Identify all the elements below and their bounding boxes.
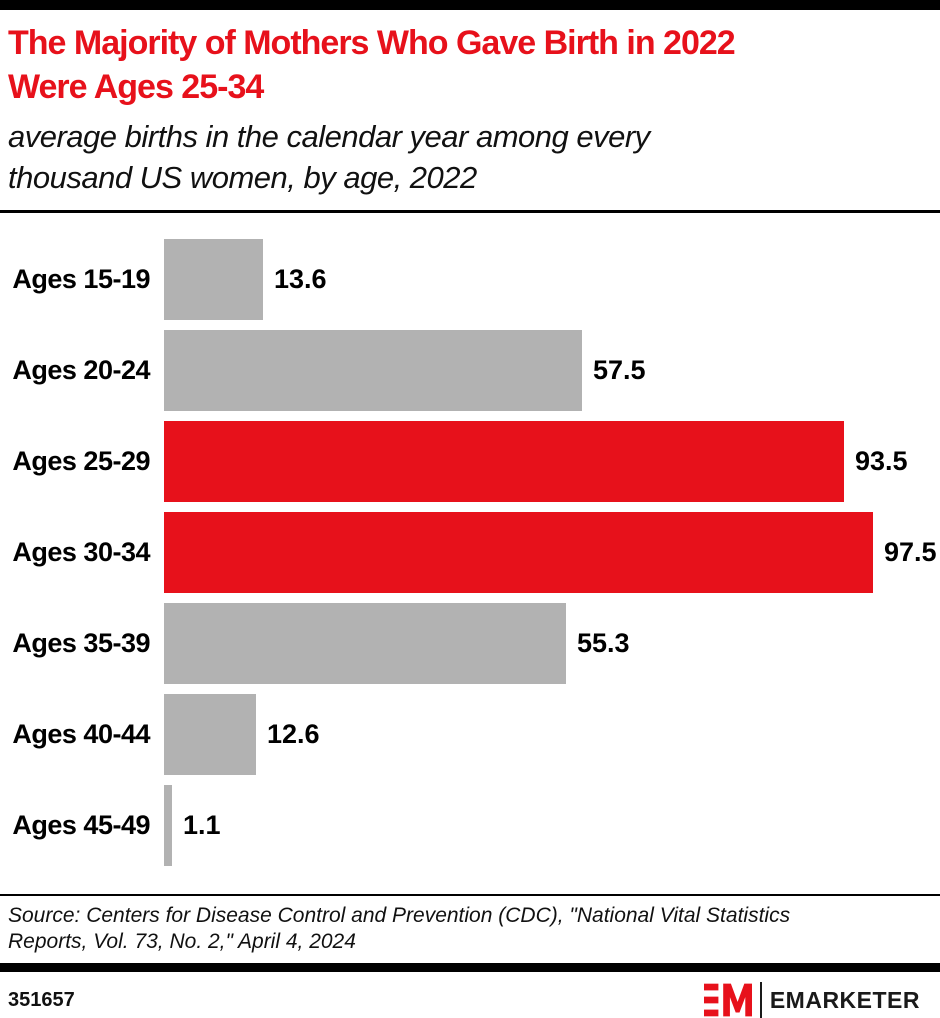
- source-note: Source: Centers for Disease Control and …: [0, 896, 940, 963]
- bar-track: 13.6: [164, 239, 940, 320]
- chart-row-ages-35-39: Ages 35-39 55.3: [0, 603, 940, 684]
- value-label: 97.5: [884, 537, 937, 567]
- page-title-line-1: The Majority of Mothers Who Gave Birth i…: [8, 24, 736, 62]
- bar-track: 57.5: [164, 330, 940, 411]
- bar-ages-35-39: [164, 603, 566, 684]
- page-title-line-2: Were Ages 25-34: [8, 68, 264, 106]
- footer: 351657 EMARKETER: [0, 972, 940, 1018]
- value-label: 57.5: [593, 355, 646, 385]
- category-label: Ages 45-49: [12, 810, 150, 840]
- bar-ages-25-29: [164, 421, 844, 502]
- page-title: The Majority of Mothers Who Gave Birth i…: [8, 21, 920, 109]
- source-note-line-2: Reports, Vol. 73, No. 2," April 4, 2024: [8, 930, 356, 953]
- top-black-bar: [0, 0, 940, 10]
- bar-track: 93.5: [164, 421, 940, 502]
- chart-id: 351657: [8, 988, 75, 1011]
- value-label: 13.6: [274, 264, 327, 294]
- chart-subtitle-line-2: thousand US women, by age, 2022: [8, 160, 477, 195]
- value-label: 12.6: [267, 719, 320, 749]
- value-label: 93.5: [855, 446, 908, 476]
- category-label: Ages 30-34: [12, 537, 150, 567]
- footer-divider-band: [0, 963, 940, 972]
- category-label: Ages 40-44: [12, 719, 150, 749]
- bar-track: 1.1: [164, 785, 940, 866]
- bar-track: 55.3: [164, 603, 940, 684]
- source-note-line-1: Source: Centers for Disease Control and …: [8, 904, 791, 927]
- bar-chart: Ages 15-19 13.6 Ages 20-24 57.5 Ages 25-…: [0, 210, 940, 896]
- bar-ages-15-19: [164, 239, 263, 320]
- category-label: Ages 25-29: [12, 446, 150, 476]
- bar-ages-30-34: [164, 512, 873, 593]
- bar-ages-40-44: [164, 694, 256, 775]
- brand-name: EMARKETER: [769, 986, 920, 1013]
- logo-divider: [759, 982, 762, 1018]
- chart-row-ages-20-24: Ages 20-24 57.5: [0, 330, 940, 411]
- category-label: Ages 35-39: [12, 628, 150, 658]
- chart-row-ages-15-19: Ages 15-19 13.6: [0, 239, 940, 320]
- value-label: 55.3: [577, 628, 630, 658]
- chart-row-ages-40-44: Ages 40-44 12.6: [0, 694, 940, 775]
- bar-ages-20-24: [164, 330, 582, 411]
- chart-subtitle-line-1: average births in the calendar year amon…: [8, 119, 650, 154]
- emarketer-logo: EMARKETER: [703, 982, 920, 1018]
- bar-track: 97.5: [164, 512, 940, 593]
- category-label: Ages 20-24: [12, 355, 150, 385]
- chart-subtitle: average births in the calendar year amon…: [8, 116, 920, 198]
- category-label: Ages 15-19: [12, 264, 150, 294]
- bar-track: 12.6: [164, 694, 940, 775]
- bar-ages-45-49: [164, 785, 172, 866]
- emarketer-logo-icon: [703, 983, 752, 1017]
- chart-header: The Majority of Mothers Who Gave Birth i…: [0, 10, 940, 210]
- chart-row-ages-25-29: Ages 25-29 93.5: [0, 421, 940, 502]
- chart-row-ages-45-49: Ages 45-49 1.1: [0, 785, 940, 866]
- chart-row-ages-30-34: Ages 30-34 97.5: [0, 512, 940, 593]
- value-label: 1.1: [183, 810, 221, 840]
